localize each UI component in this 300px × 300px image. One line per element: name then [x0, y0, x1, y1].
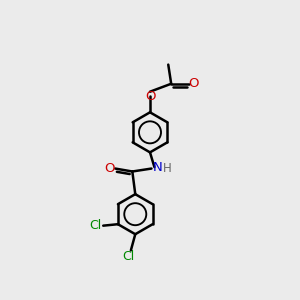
Text: H: H [162, 162, 171, 175]
Text: O: O [105, 162, 115, 175]
Text: O: O [145, 90, 155, 103]
Text: N: N [153, 160, 163, 174]
Text: Cl: Cl [89, 219, 101, 232]
Text: Cl: Cl [122, 250, 134, 263]
Text: O: O [189, 77, 199, 90]
